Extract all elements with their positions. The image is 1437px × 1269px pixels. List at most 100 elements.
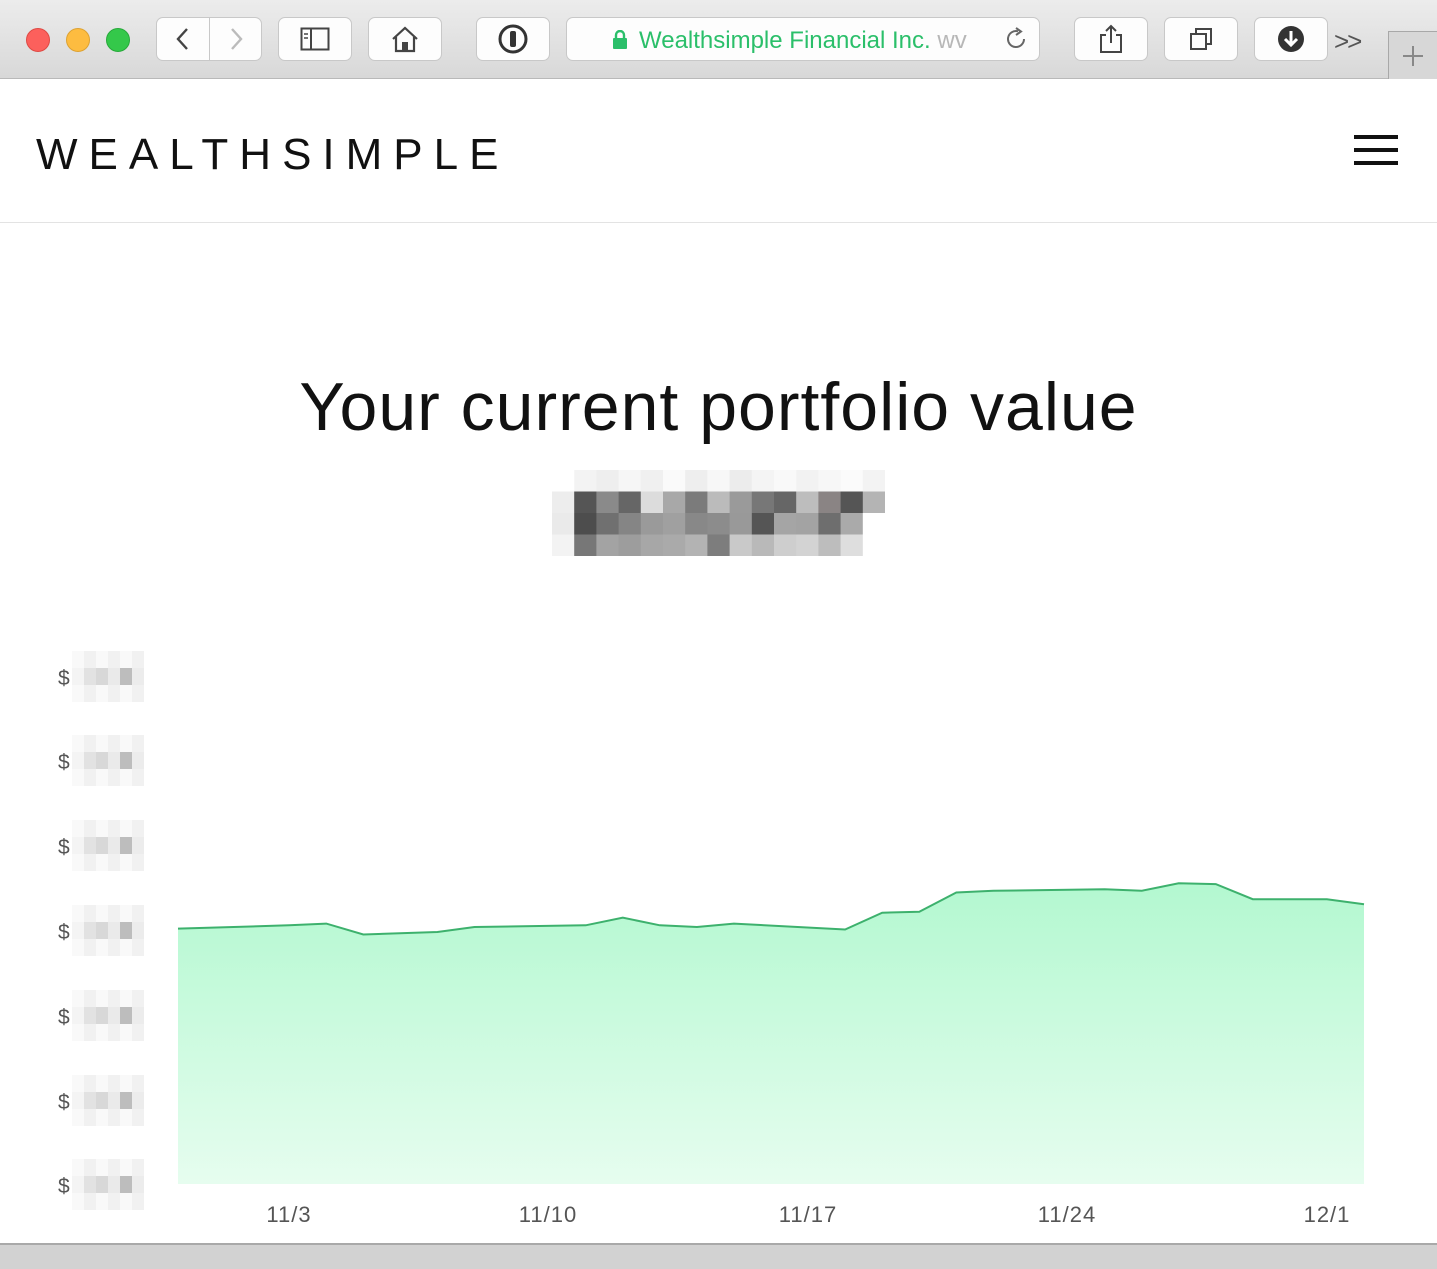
sidebar-icon [300,27,330,51]
downloads-button[interactable] [1254,17,1328,61]
redaction-pixel [818,470,842,492]
page-title: Your current portfolio value [299,369,1138,445]
redaction-pixel [818,513,842,535]
portfolio-value-redacted [552,470,908,556]
new-tab-button[interactable] [1388,31,1437,79]
redaction-pixel [574,491,597,514]
redaction-pixel [596,470,620,492]
redaction-pixel [885,470,908,492]
minimize-window-button[interactable] [66,28,90,52]
redaction-pixel [707,513,731,535]
zoom-window-button[interactable] [106,28,130,52]
redaction-pixel [596,513,620,535]
redaction-pixel [840,491,864,514]
redaction-pixel [862,513,886,535]
redaction-pixel [729,534,753,556]
redaction-pixel [640,534,664,556]
address-bar[interactable]: Wealthsimple Financial Inc. wv [566,17,1040,61]
back-button[interactable] [156,17,210,61]
redaction-pixel [552,513,575,535]
redaction-pixel [640,513,664,535]
x-tick-label: 11/3 [266,1202,312,1227]
redaction-pixel [796,513,819,535]
overflow-icon[interactable]: >> [1334,26,1362,56]
y-tick-value-redacted [72,990,144,1041]
wealthsimple-logo[interactable]: WEALTHSIMPLE [36,130,510,179]
y-tick-value-redacted [72,1075,144,1126]
redaction-pixel [840,534,864,556]
series-area [178,883,1364,1184]
redaction-pixel [685,491,708,514]
redaction-pixel [663,491,686,514]
redaction-pixel [596,534,620,556]
window-bottom-edge [0,1243,1437,1269]
y-tick-label: $ [58,921,70,944]
redaction-pixel [640,470,664,492]
redaction-pixel [685,534,708,556]
y-tick-value-redacted [72,651,144,702]
close-window-button[interactable] [26,28,50,52]
forward-button[interactable] [210,17,262,61]
redaction-pixel [574,513,597,535]
redaction-pixel [552,491,575,514]
y-tick-label: $ [58,836,70,859]
redaction-pixel [552,534,575,556]
series-line [177,882,1365,936]
redaction-pixel [885,491,908,514]
password-icon [498,24,528,54]
redaction-pixel [774,534,797,556]
plus-icon [1403,45,1423,66]
redaction-pixel [796,491,819,514]
redaction-pixel [640,491,664,514]
y-tick-value-redacted [72,820,144,871]
x-tick-label: 11/24 [1037,1202,1097,1227]
redaction-pixel [618,491,642,514]
y-tick-value-redacted [72,905,144,956]
home-icon [392,26,418,53]
y-tick-value-redacted [72,1159,144,1210]
redaction-pixel [729,470,753,492]
x-tick-label: 11/17 [778,1202,838,1227]
redaction-pixel [685,470,708,492]
redaction-pixel [663,534,686,556]
share-icon [1100,24,1122,53]
redaction-pixel [751,470,775,492]
redaction-pixel [774,470,797,492]
menu-icon[interactable] [1354,135,1398,167]
lock-icon [613,30,627,49]
x-tick-label: 12/1 [1303,1202,1351,1227]
redaction-pixel [796,470,819,492]
redaction-pixel [774,513,797,535]
redaction-pixel [618,534,642,556]
redaction-pixel [796,534,819,556]
home-button[interactable] [368,17,442,61]
redaction-pixel [774,491,797,514]
browser-toolbar: Wealthsimple Financial Inc. wv >> [0,0,1437,79]
redaction-pixel [707,470,731,492]
redaction-pixel [818,491,842,514]
password-manager-button[interactable] [476,17,550,61]
download-icon [1278,26,1304,52]
y-tick-label: $ [58,1006,70,1029]
reload-icon[interactable] [1003,26,1029,52]
sidebar-button[interactable] [278,17,352,61]
redaction-pixel [707,534,731,556]
redaction-pixel [751,513,775,535]
y-tick-label: $ [58,1091,70,1114]
redaction-pixel [663,513,686,535]
tabs-overview-button[interactable] [1164,17,1238,61]
redaction-pixel [862,534,886,556]
redaction-pixel [574,470,597,492]
redaction-pixel [885,534,908,556]
redaction-pixel [885,513,908,535]
redaction-pixel [751,534,775,556]
redaction-pixel [574,534,597,556]
redaction-pixel [618,513,642,535]
share-button[interactable] [1074,17,1148,61]
redaction-pixel [840,513,864,535]
redaction-pixel [663,470,686,492]
redaction-pixel [818,534,842,556]
site-header: WEALTHSIMPLE [0,80,1437,223]
forward-icon [230,28,243,50]
x-tick-label: 11/10 [518,1202,578,1227]
